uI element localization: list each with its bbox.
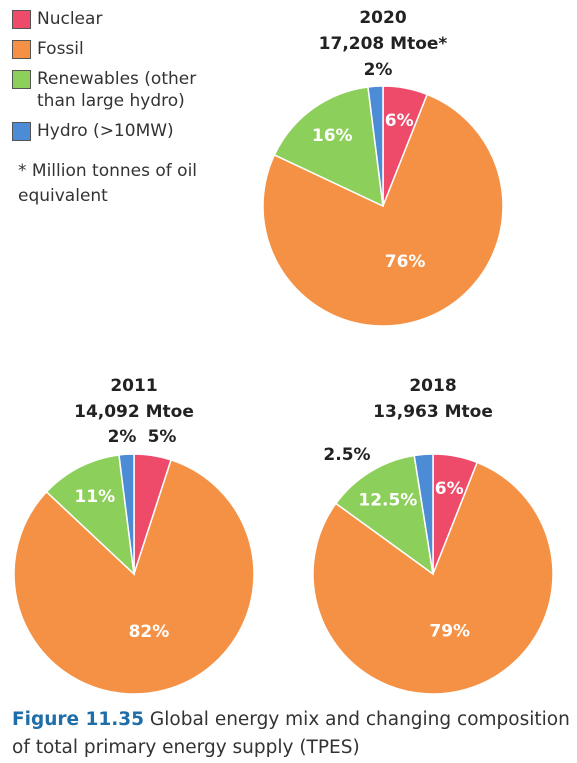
caption-text: Global energy mix and changing compositi…: [12, 709, 570, 758]
pie-slice: [118, 453, 135, 575]
legend-item: Fossil: [12, 38, 212, 60]
chart-title: 2018: [409, 376, 456, 396]
legend-item: Renewables (other than large hydro): [12, 68, 212, 112]
data-label: 2%: [364, 60, 393, 80]
pie-slice: [45, 454, 136, 576]
data-label: 2.5%: [323, 445, 370, 465]
chart-subtitle: 14,092 Mtoe: [74, 402, 194, 422]
chart-subtitle: 17,208 Mtoe*: [319, 34, 448, 54]
legend-label: Fossil: [37, 39, 84, 59]
legend-swatch: [12, 40, 31, 59]
pie-slice: [367, 85, 384, 207]
caption-label: Figure 11.35: [12, 709, 145, 730]
pie-slice: [273, 86, 384, 208]
data-label: 2%: [108, 427, 137, 447]
data-label: 76%: [385, 252, 426, 272]
data-label: 12.5%: [358, 490, 417, 510]
legend-swatch: [12, 10, 31, 29]
chart-title: 2020: [359, 8, 406, 28]
legend-label: Hydro (>10MW): [37, 121, 174, 141]
data-label: 11%: [74, 487, 115, 507]
legend: Nuclear Fossil Renewables (other than larg…: [12, 8, 212, 150]
footnote: * Million tonnes of oil equivalent: [18, 161, 198, 206]
legend-label: Nuclear: [37, 9, 103, 29]
legend-label: Renewables (other than large hydro): [37, 69, 197, 111]
data-label: 5%: [148, 427, 177, 447]
legend-swatch: [12, 70, 31, 89]
data-label: 82%: [129, 622, 170, 642]
pie-slice: [262, 93, 504, 327]
legend-item: Nuclear: [12, 8, 212, 30]
legend-item: Hydro (>10MW): [12, 120, 212, 142]
data-label: 79%: [429, 622, 470, 642]
chart-subtitle: 13,963 Mtoe: [373, 402, 493, 422]
data-label: 6%: [435, 479, 464, 499]
pie-slice: [413, 453, 434, 575]
legend-swatch: [12, 122, 31, 141]
chart-title: 2011: [110, 376, 157, 396]
data-label: 16%: [312, 126, 353, 146]
caption: Figure 11.35 Global energy mix and chang…: [12, 706, 572, 762]
data-label: 6%: [385, 111, 414, 131]
charts: 2020 17,208 Mtoe* 6% 76% 16% 2% 2011 14,092 Mto…: [13, 8, 554, 695]
pie-slice: [312, 461, 554, 695]
pie-slice: [334, 454, 435, 576]
